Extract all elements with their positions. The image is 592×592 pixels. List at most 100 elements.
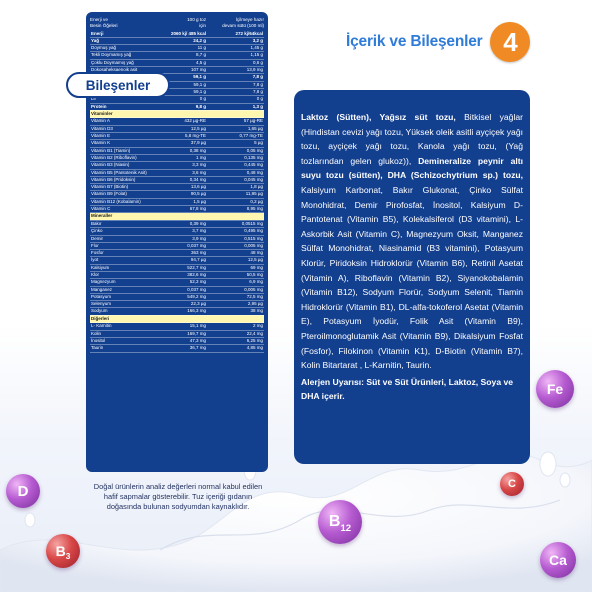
value-per-100g: 363 mg xyxy=(164,249,210,258)
value-per-100ml: 272 kj/64kcal xyxy=(210,30,264,38)
value-per-100g: 59,1 g xyxy=(164,81,210,89)
value-per-100ml: 4,85 mg xyxy=(210,344,264,353)
nutrition-row: Vitamin D3 12,5 µg 1,65 µg xyxy=(90,125,264,134)
value-per-100ml: 6,9 mg xyxy=(210,278,264,287)
nutrition-row: Vitamin B6 (Pridoksin) 0,34 mg 0,045 mg xyxy=(90,176,264,185)
nutrient-name: Vitamin A xyxy=(90,117,164,126)
analysis-note: Doğal ürünlerin analiz değerleri normal … xyxy=(93,482,263,511)
nutrient-name: Vitamin D3 xyxy=(90,125,164,134)
nutrition-facts-panel: Enerji ve Besin Öğeleri 100 g toz için İ… xyxy=(86,12,268,472)
nutrient-name: Tekli Doymamış yağ xyxy=(90,51,164,60)
value-per-100ml: 69 mg xyxy=(210,264,264,273)
value-per-100ml xyxy=(210,110,264,119)
value-per-100g: 13,6 µg xyxy=(164,183,210,192)
nutrition-row: Vitamin B9 (Folat) 90,5 µg 11,95 µg xyxy=(90,190,264,199)
nutrition-table-body: Enerji 2060 kj/ 485 kcal 272 kj/64kcal Yağ 2… xyxy=(90,30,264,353)
value-per-100ml: 0,05 mg xyxy=(210,147,264,155)
nutrition-row: Flor 0,037 mg 0,005 mg xyxy=(90,242,264,251)
nutrition-row: Tekli Doymamış yağ 8,7 g 1,15 g xyxy=(90,51,264,60)
value-per-100g: 0,037 mg xyxy=(164,286,210,294)
allergen-warning: Alerjen Uyarısı: Süt ve Süt Ürünleri, La… xyxy=(301,376,514,402)
value-per-100g: 24,2 g xyxy=(164,37,210,46)
nutrition-row: Vitamin B7 (Biotin) 13,6 µg 1,8 µg xyxy=(90,183,264,192)
nutrition-row: İnositol 47,3 mg 6,25 mg xyxy=(90,337,264,346)
nutrition-row: Kalsiyum 522,7 mg 69 mg xyxy=(90,264,264,273)
value-per-100g: 22,3 µg xyxy=(164,300,210,309)
value-per-100ml: 57 µg-RE xyxy=(210,117,264,126)
nutrition-row: Klor 382,6 mg 50,5 mg xyxy=(90,271,264,280)
nutrient-name: L- Karnitin xyxy=(90,322,164,331)
value-per-100g xyxy=(164,110,210,119)
value-per-100ml: 6,25 mg xyxy=(210,337,264,346)
nutrient-name: Demir xyxy=(90,235,164,243)
value-per-100ml: 1,65 µg xyxy=(210,125,264,134)
ingredient-highlight: Laktoz (Sütten), Yağsız süt tozu, xyxy=(301,112,465,122)
nutrient-name: Vitaminler xyxy=(90,110,164,119)
page-header: İçerik ve Bileşenler 4 xyxy=(346,22,531,62)
iron-fe-bubble-icon: Fe xyxy=(536,370,574,408)
value-per-100g: 15,1 mg xyxy=(164,322,210,331)
value-per-100ml: 7,8 g xyxy=(210,81,264,89)
nutrient-name: Çoklu Doymamış yağ xyxy=(90,59,164,68)
nutrient-name: Bakır xyxy=(90,220,164,229)
calcium-ca-bubble-icon: Ca xyxy=(540,542,576,578)
value-per-100ml: 0,045 mg xyxy=(210,176,264,185)
nutrient-name: İyot xyxy=(90,256,164,265)
nutrition-row: Sodyum 166,3 mg 38 mg xyxy=(90,307,264,316)
nutrient-name: Sodyum xyxy=(90,307,164,316)
nutrition-row: Vitamin B3 (Niasin) 3,3 mg 0,445 mg xyxy=(90,161,264,170)
nutrition-row: Bakır 0,39 mg 0,0515 mg xyxy=(90,220,264,229)
nutrition-row: Demir 3,9 mg 0,515 mg xyxy=(90,235,264,243)
nutrient-name: Magnezyum xyxy=(90,278,164,287)
value-per-100g: 90,5 µg xyxy=(164,190,210,199)
value-per-100ml: 1,15 g xyxy=(210,51,264,60)
nutrient-name: Vitamin B12 (Kobalamin) xyxy=(90,198,164,207)
header-col1-line1: Enerji ve xyxy=(90,17,108,22)
value-per-100g: 59,1 g xyxy=(164,88,210,97)
nutrition-section-header: Mineraller xyxy=(90,212,264,221)
nutrient-name: İnositol xyxy=(90,337,164,346)
value-per-100g: 36,7 mg xyxy=(164,344,210,353)
nutrition-section-header: Diğerleri xyxy=(90,315,264,324)
bubble-subscript: 3 xyxy=(65,550,71,561)
header-col3-line1: İçilmeye hazır xyxy=(235,17,264,22)
header-col2-line2: için xyxy=(199,22,206,28)
nutrient-name: Fosfor xyxy=(90,249,164,258)
nutrition-row: Yağ 24,2 g 3,2 g xyxy=(90,37,264,46)
page-title: İçerik ve Bileşenler xyxy=(346,33,483,50)
nutrient-name: Flor xyxy=(90,242,164,251)
value-per-100ml: 0,48 mg xyxy=(210,169,264,177)
value-per-100ml: 13,9 mg xyxy=(210,66,264,75)
value-per-100ml: 22,4 mg xyxy=(210,330,264,338)
nutrition-row: Vitamin B12 (Kobalamin) 1,5 µg 0,2 µg xyxy=(90,198,264,207)
value-per-100ml: 0,515 mg xyxy=(210,235,264,243)
header-nutrients-column: Enerji ve Besin Öğeleri xyxy=(90,17,164,29)
vitamin-d-bubble-icon: D xyxy=(6,474,40,508)
value-per-100g: 5,8 mg-TE xyxy=(164,132,210,141)
nutrient-name: Doymuş yağ xyxy=(90,44,164,53)
value-per-100ml: 5 µg xyxy=(210,139,264,148)
value-per-100ml: 1,3 g xyxy=(210,103,264,111)
value-per-100g xyxy=(164,212,210,221)
nutrition-row: Çoklu Doymamış yağ 4,5 g 0,6 g xyxy=(90,59,264,68)
nutrition-row: Manganez 0,037 mg 0,005 mg xyxy=(90,286,264,294)
value-per-100g: 59,1 g xyxy=(164,73,210,82)
nutrition-row: Magnezyum 52,3 mg 6,9 mg xyxy=(90,278,264,287)
nutrition-row: Fosfor 363 mg 48 mg xyxy=(90,249,264,258)
nutrition-row: Vitamin C 67,8 mg 8,95 mg xyxy=(90,205,264,214)
nutrition-row: Taurin 36,7 mg 4,85 mg xyxy=(90,344,264,353)
nutrient-name: Vitamin B7 (Biotin) xyxy=(90,183,164,192)
value-per-100g: 522,7 mg xyxy=(164,264,210,273)
nutrition-row: Potasyum 549,2 mg 72,5 mg xyxy=(90,293,264,302)
nutrient-name: Kolin xyxy=(90,330,164,338)
nutrient-name: Selenyum xyxy=(90,300,164,309)
nutrition-row: Enerji 2060 kj/ 485 kcal 272 kj/64kcal xyxy=(90,30,264,38)
value-per-100g: 3,7 mg xyxy=(164,227,210,236)
value-per-100g: 0 g xyxy=(164,95,210,104)
value-per-100ml: 0,6 g xyxy=(210,59,264,68)
value-per-100ml: 11,95 µg xyxy=(210,190,264,199)
value-per-100ml: 1,8 µg xyxy=(210,183,264,192)
nutrition-row: Kolin 169,7 mg 22,4 mg xyxy=(90,330,264,338)
header-col2-line1: 100 g toz xyxy=(187,17,206,22)
